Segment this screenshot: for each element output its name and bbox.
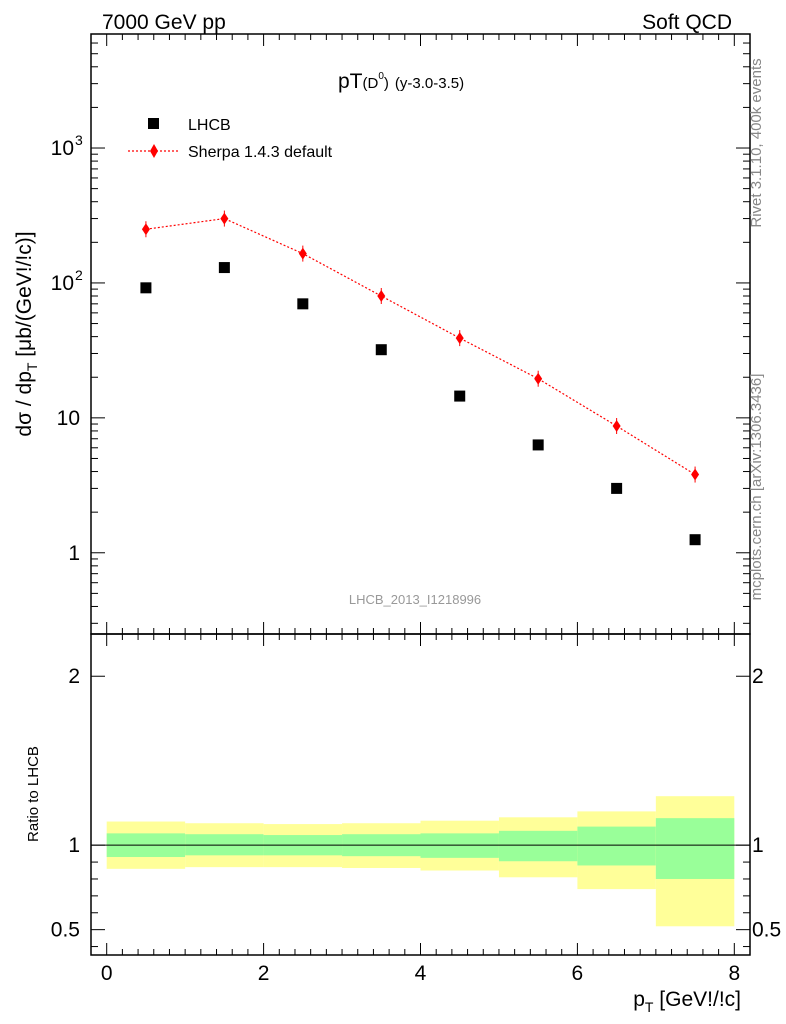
plot-title-paren-close: ): [384, 75, 389, 92]
x-tick-label: 8: [728, 962, 740, 985]
sherpa-point: [141, 223, 150, 236]
x-axis-label-sub: T: [645, 999, 654, 1015]
main-y-tick-label: 1: [68, 542, 80, 565]
plot-title-sup: 0: [378, 71, 384, 82]
ratio-sherpa-point: [220, 618, 228, 630]
plot-title-paren-open: (D: [363, 75, 379, 92]
ratio-sherpa-point: [456, 554, 464, 566]
main-y-tick-label: 10: [57, 407, 80, 430]
main-data-marks: [140, 210, 701, 546]
sherpa-point: [691, 468, 700, 481]
main-y-tick-label-exp: 3: [75, 132, 83, 148]
ratio-uncertainty-bands: [91, 796, 750, 927]
lhcb-data-point: [297, 298, 309, 310]
lhcb-data-point: [375, 344, 387, 356]
sherpa-line: [145, 217, 696, 476]
x-tick-label: 4: [415, 962, 427, 985]
analysis-watermark: LHCB_2013_I1218996: [349, 592, 481, 607]
ratio-band-inner: [655, 818, 735, 879]
lhcb-data-point: [689, 534, 701, 546]
sherpa-point: [612, 420, 621, 433]
sherpa-point: [377, 290, 386, 303]
sherpa-point: [455, 332, 464, 345]
main-y-axis-label-b: [μb/(GeV!/!c)]: [13, 231, 36, 362]
legend: LHCB Sherpa 1.4.3 default: [128, 117, 333, 161]
x-axis-label-a: p: [633, 988, 645, 1011]
x-tick-label: 2: [258, 962, 270, 985]
lhcb-data-point: [532, 439, 544, 451]
sherpa-point: [220, 212, 229, 225]
main-y-tick-label-exp: 2: [75, 267, 83, 283]
ratio-y-axis-label: Ratio to LHCB: [25, 746, 42, 842]
sherpa-point: [298, 247, 307, 260]
ratio-sherpa-point: [534, 484, 542, 496]
ratio-band-inner: [498, 830, 578, 862]
lhcb-data-point: [218, 262, 230, 274]
ratio-sherpa-point: [299, 609, 307, 621]
lhcb-data-point: [454, 390, 466, 402]
plot-title: pT(D0) (y-3.0-3.5): [338, 70, 464, 93]
ratio-y-tick-label-left: 0.5: [51, 919, 80, 942]
ratio-band-inner: [577, 826, 656, 866]
ratio-sherpa-point: [691, 495, 699, 507]
main-y-axis-label: dσ / dpT [μb/(GeV!/!c)]: [13, 231, 40, 436]
legend-label-lhcb: LHCB: [188, 117, 231, 134]
plot-title-main: pT: [338, 70, 363, 93]
legend-marker-sherpa: [150, 144, 158, 158]
rivet-version-label: Rivet 3.1.10, 400k events: [748, 58, 765, 227]
ratio-sherpa-point: [142, 549, 150, 561]
plot-title-suffix: (y-3.0-3.5): [395, 75, 464, 92]
legend-label-sherpa: Sherpa 1.4.3 default: [188, 144, 333, 161]
ratio-sherpa-point: [613, 518, 621, 530]
main-y-axis-label-a: dσ / dp: [13, 371, 36, 437]
ratio-panel: 0.5 0.5 1 1 2 2 0 2 4 6 8 Ratio to LHCB pT [GeV!/…: [25, 484, 781, 1015]
ratio-data-marks: [142, 484, 699, 629]
ratio-y-tick-label-right: 1: [752, 834, 764, 857]
main-axis-ticks: [91, 33, 750, 634]
ratio-y-tick-label-right: 0.5: [752, 919, 781, 942]
main-y-axis-label-sub: T: [24, 362, 40, 371]
x-tick-label: 6: [572, 962, 584, 985]
ratio-y-tick-labels: 0.5 0.5 1 1 2 2: [51, 665, 781, 941]
x-axis-label: pT [GeV!/!c]: [633, 988, 741, 1015]
ratio-y-tick-label-right: 2: [752, 665, 764, 688]
ratio-frame: [90, 633, 751, 956]
ratio-y-tick-label-left: 2: [68, 665, 80, 688]
process-label: Soft QCD: [642, 11, 732, 34]
collision-label: 7000 GeV pp: [102, 11, 226, 34]
legend-marker-lhcb: [148, 118, 159, 129]
x-tick-label: 0: [101, 962, 113, 985]
x-axis-label-b: [GeV!/!c]: [653, 988, 741, 1011]
sherpa-point: [534, 372, 543, 385]
ratio-y-tick-label-left: 1: [68, 834, 80, 857]
x-tick-labels: 0 2 4 6 8: [101, 962, 740, 985]
lhcb-data-point: [611, 482, 623, 494]
ratio-axis-ticks: [91, 634, 750, 955]
mcplots-label: mcplots.cern.ch [arXiv:1306.3436]: [748, 374, 765, 601]
main-y-tick-label: 10: [51, 137, 74, 160]
lhcb-data-point: [140, 282, 152, 294]
main-y-tick-label: 10: [51, 272, 74, 295]
